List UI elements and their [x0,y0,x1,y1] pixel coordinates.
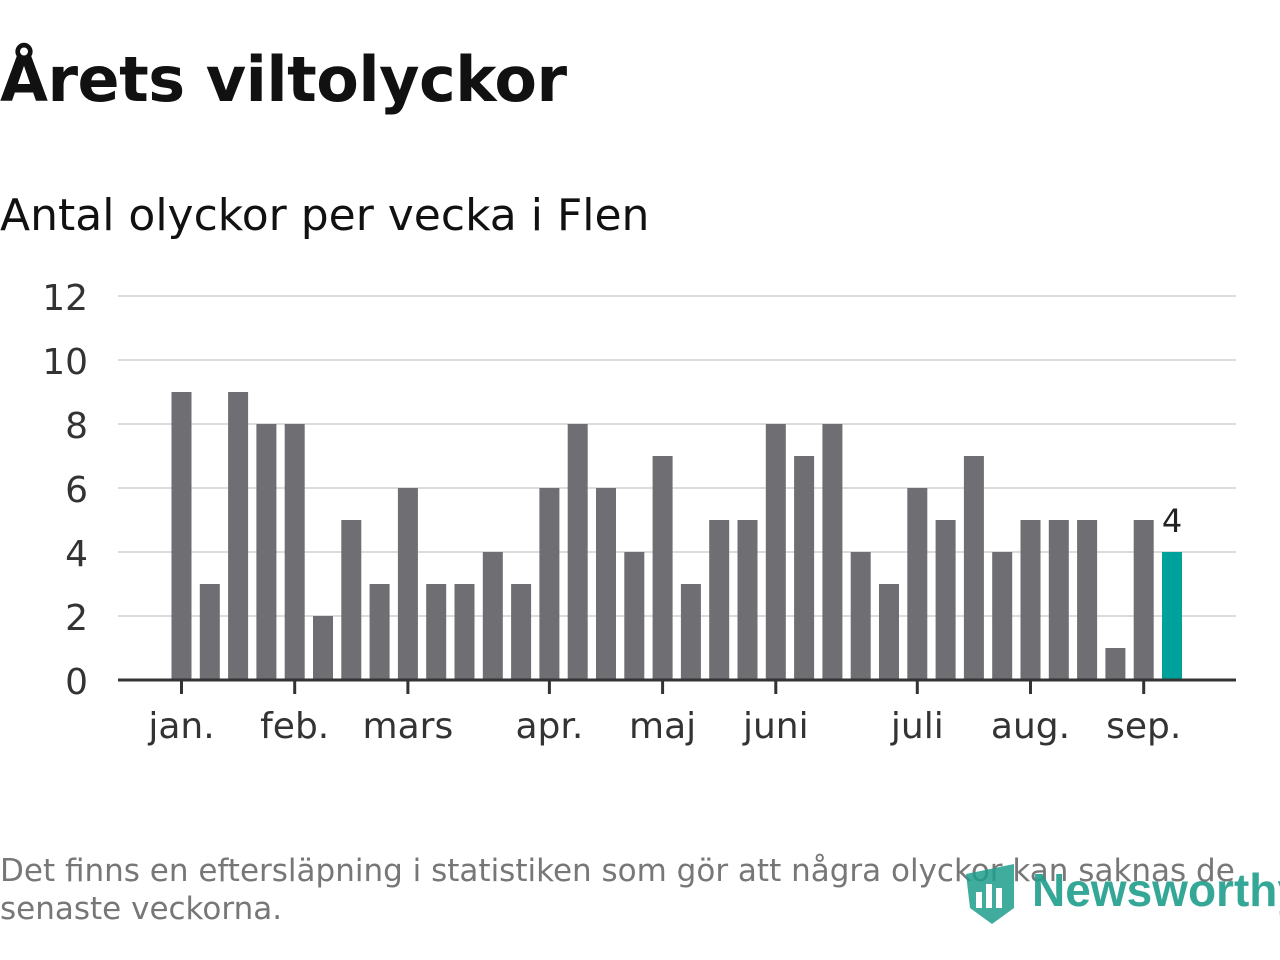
bar-chart-shield-icon [966,864,1014,924]
bar [482,552,503,680]
bar [737,520,758,680]
y-tick-label: 6 [65,470,88,511]
bar [680,584,701,680]
y-tick-label: 4 [65,534,88,575]
bar [992,552,1013,680]
x-tick-label: feb. [260,706,329,747]
bar [765,424,786,680]
bar [1048,520,1069,680]
bar [907,488,928,680]
bar [1133,520,1154,680]
bar [426,584,447,680]
bar [228,392,249,680]
bar [567,424,588,680]
bar [454,584,475,680]
bar [624,552,645,680]
bar [369,584,390,680]
bar [341,520,362,680]
bar [539,488,560,680]
bar [935,520,956,680]
bar [963,456,984,680]
bar [284,424,305,680]
bar [397,488,418,680]
x-tick-label: juni [742,706,809,747]
bar [709,520,730,680]
highlight-value-label: 4 [1162,502,1182,540]
y-tick-label: 2 [65,598,88,639]
newsworthy-logo: Newsworthy [962,858,1280,930]
bar [171,392,192,680]
bar [1105,648,1126,680]
x-tick-label: juli [890,706,944,747]
bar [199,584,220,680]
x-tick-label: sep. [1106,706,1181,747]
bar [822,424,843,680]
bar [879,584,899,680]
y-tick-label: 12 [42,278,88,319]
x-tick-label: mars [363,706,454,747]
bar-highlight [1162,552,1182,680]
chart-subtitle: Antal olyckor per vecka i Flen [0,190,650,241]
bar [313,616,333,680]
y-tick-label: 10 [42,342,88,383]
y-axis-ticks: 0 2 4 6 8 10 12 [42,278,88,703]
logo-text: Newsworthy [1032,864,1280,916]
bar [1077,520,1098,680]
bars [171,392,1182,680]
x-tick-label: maj [629,706,696,747]
bar [1020,520,1041,680]
bar [794,456,815,680]
bar [596,488,616,680]
bar [256,424,277,680]
data-labels: 4 [1162,502,1182,540]
bar [511,584,532,680]
y-tick-label: 8 [65,406,88,447]
x-tick-label: aug. [991,706,1070,747]
bar [850,552,871,680]
y-tick-label: 0 [65,662,88,703]
bar-chart: 0 2 4 6 8 10 12 jan. feb. mars apr. maj juni juli aug… [42,278,1236,747]
x-tick-label: jan. [147,706,214,747]
bar [652,456,673,680]
chart-title: Årets viltolyckor [0,43,567,116]
x-tick-label: apr. [515,706,583,747]
footnote: Det finns en eftersläpning i statistiken… [0,853,1235,927]
x-axis-ticks: jan. feb. mars apr. maj juni juli aug. sep. [147,680,1181,747]
